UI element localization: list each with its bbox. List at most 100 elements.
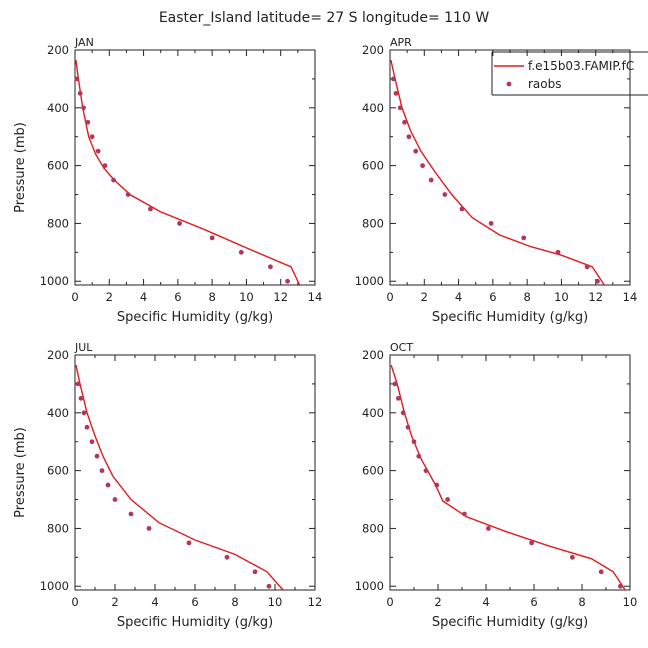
raobs-point	[77, 90, 83, 96]
panel-label: JAN	[74, 36, 94, 49]
raobs-point	[148, 206, 153, 212]
raobs-point	[125, 192, 131, 197]
x-tick-label: 2	[421, 290, 428, 304]
y-tick-label: 800	[362, 521, 384, 535]
raobs-point	[488, 221, 494, 226]
raobs-point	[529, 540, 534, 546]
x-tick-label: 2	[106, 290, 113, 304]
x-tick-label: 6	[530, 595, 537, 609]
raobs-point	[84, 424, 90, 430]
raobs-point	[99, 468, 105, 474]
raobs-point	[238, 249, 244, 255]
raobs-point	[462, 511, 467, 517]
raobs-point	[74, 76, 80, 82]
raobs-point	[445, 497, 450, 502]
x-tick-label: 4	[455, 290, 462, 304]
x-tick-label: 0	[71, 290, 78, 304]
y-tick-label: 200	[362, 348, 384, 362]
raobs-point	[392, 381, 398, 387]
raobs-point	[94, 453, 100, 459]
x-tick-label: 10	[554, 290, 569, 304]
legend: f.e15b03.FAMIP.fC raobs	[491, 51, 648, 96]
raobs-point	[521, 235, 527, 241]
y-tick-label: 400	[47, 101, 69, 115]
raobs-point	[434, 482, 440, 488]
x-tick-label: 10	[268, 595, 283, 609]
model-line	[75, 60, 301, 286]
plot-frame	[74, 49, 316, 286]
legend-obs-label: raobs	[528, 77, 562, 91]
y-tick-label: 400	[362, 101, 384, 115]
x-tick-label: 14	[623, 290, 638, 304]
raobs-point	[420, 163, 425, 169]
y-tick-label: 800	[47, 521, 69, 535]
raobs-point	[252, 569, 258, 575]
raobs-point	[618, 583, 623, 589]
x-tick-label: 6	[174, 290, 181, 304]
raobs-point	[423, 468, 429, 474]
x-axis-title: Specific Humidity (g/kg)	[432, 615, 588, 630]
figure-title: Easter_Island latitude= 27 S longitude= …	[159, 10, 489, 26]
x-tick-label: 12	[273, 290, 288, 304]
raobs-point	[411, 439, 417, 445]
raobs-point	[105, 482, 111, 488]
raobs-point	[442, 192, 448, 197]
panel-label: OCT	[390, 341, 413, 354]
raobs-point	[112, 497, 118, 502]
x-tick-label: 8	[578, 595, 585, 609]
model-line	[75, 364, 284, 591]
x-tick-label: 0	[71, 595, 78, 609]
y-tick-label: 400	[47, 406, 69, 420]
y-axis-title: Pressure (mb)	[13, 427, 28, 518]
raobs-point	[428, 177, 434, 183]
y-tick-label: 200	[47, 43, 69, 57]
raobs-point	[268, 264, 273, 270]
model-line	[390, 59, 605, 286]
raobs-point	[209, 235, 215, 241]
x-tick-label: 4	[151, 595, 158, 609]
panel-jan: JAN 0 2 4 6 8 10 12 14 200 400 600 800 1000 Specific H…	[13, 36, 322, 325]
x-tick-label: 4	[140, 290, 147, 304]
y-tick-label: 400	[362, 406, 384, 420]
raobs-point	[146, 526, 152, 531]
raobs-point	[266, 583, 272, 589]
raobs-point	[177, 221, 182, 226]
raobs-point	[397, 105, 403, 111]
y-tick-label: 200	[47, 348, 69, 362]
x-axis-title: Specific Humidity (g/kg)	[432, 310, 588, 325]
y-tick-label: 800	[47, 216, 69, 230]
raobs-point	[416, 453, 422, 459]
raobs-point	[81, 410, 87, 416]
x-tick-label: 6	[489, 290, 496, 304]
x-tick-label: 8	[208, 290, 215, 304]
panel-oct: OCT 0 2 4 6 8 10 200 400 600 800 1000 Specific Humid…	[355, 341, 638, 630]
y-tick-label: 1000	[40, 579, 69, 593]
x-tick-label: 10	[239, 290, 254, 304]
raobs-point	[393, 90, 399, 96]
raobs-point	[400, 410, 406, 416]
y-axis-title: Pressure (mb)	[13, 122, 28, 213]
x-axis-title: Specific Humidity (g/kg)	[117, 615, 273, 630]
raobs-point	[285, 278, 290, 284]
y-tick-label: 1000	[40, 274, 69, 288]
x-axis-title: Specific Humidity (g/kg)	[117, 310, 273, 325]
x-tick-label: 4	[482, 595, 489, 609]
raobs-point	[102, 163, 108, 169]
x-tick-label: 6	[191, 595, 198, 609]
raobs-point	[89, 134, 95, 140]
raobs-point	[81, 105, 86, 111]
raobs-point	[391, 76, 396, 82]
x-tick-label: 0	[386, 290, 393, 304]
panel-apr: APR 0 2 4 6 8 10 12 14 200 400 600 800 1000 Specific H…	[355, 36, 638, 325]
raobs-point	[595, 278, 600, 284]
x-tick-label: 8	[523, 290, 530, 304]
raobs-point	[128, 511, 134, 517]
x-tick-label: 12	[308, 595, 323, 609]
raobs-point	[89, 439, 95, 445]
raobs-point	[78, 395, 84, 401]
x-tick-label: 8	[231, 595, 238, 609]
y-tick-label: 600	[47, 159, 69, 173]
raobs-point	[459, 206, 465, 212]
raobs-point	[111, 177, 116, 183]
